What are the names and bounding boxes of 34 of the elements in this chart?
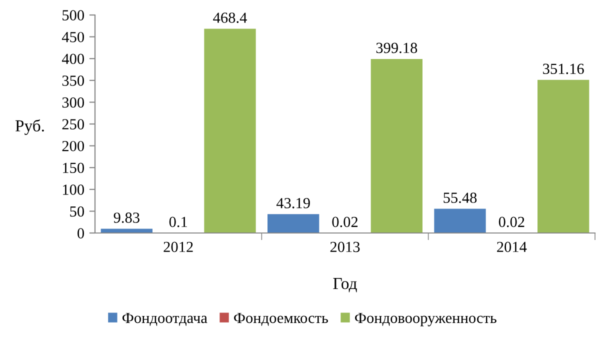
- y-tick-label: 300: [62, 97, 84, 108]
- legend-label: Фондоемкость: [234, 312, 328, 326]
- x-tick-label: 2014: [497, 242, 527, 252]
- data-label: 468.4: [213, 12, 247, 23]
- y-tick-label: 250: [62, 119, 84, 130]
- data-label: 0.02: [498, 216, 524, 228]
- y-tick-label: 100: [63, 184, 84, 195]
- y-tick-label: 400: [62, 54, 84, 64]
- data-label: 399.18: [376, 42, 418, 54]
- y-tick-label: 50: [70, 206, 84, 217]
- y-tick-label: 200: [62, 140, 84, 152]
- bar: [204, 28, 256, 233]
- bar: [370, 58, 422, 233]
- data-label: 55.48: [444, 192, 477, 203]
- data-label: 351.16: [543, 64, 584, 74]
- y-tick-label: 350: [62, 76, 84, 86]
- bar: [538, 80, 590, 233]
- y-tick-label: 450: [62, 32, 84, 42]
- data-label: 0.02: [332, 216, 358, 228]
- x-tick-label: 2013: [330, 242, 360, 252]
- data-label: 0.1: [169, 216, 187, 228]
- y-tick-label: 500: [62, 10, 84, 20]
- y-tick-label: 0: [78, 228, 84, 238]
- x-tick-label: 2012: [164, 242, 193, 252]
- legend-label: Фондоотдача: [122, 312, 208, 326]
- y-axis-title: Руб.: [15, 119, 44, 135]
- bar: [434, 208, 486, 233]
- y-tick-label: 150: [63, 162, 84, 174]
- data-label: 9.83: [114, 212, 140, 223]
- bar: [100, 228, 152, 233]
- legend-label: Фондовооруженность: [355, 312, 496, 326]
- data-label: 43.19: [276, 198, 310, 208]
- x-axis-title: Год: [333, 278, 357, 292]
- bar: [268, 214, 320, 233]
